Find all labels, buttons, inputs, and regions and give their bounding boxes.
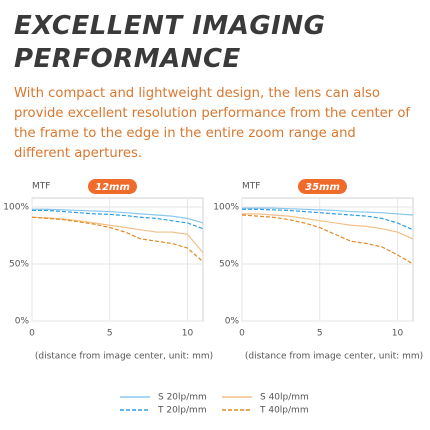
y-axis-label: MTF xyxy=(32,182,50,192)
x-tick-label: 5 xyxy=(317,329,323,339)
mtf-line xyxy=(31,216,204,253)
badge xyxy=(88,179,137,194)
legend-label: S 40lp/mm xyxy=(260,393,309,403)
y-tick-label: 50% xyxy=(219,260,239,270)
x-tick-label: 10 xyxy=(182,329,194,339)
x-tick-label: 0 xyxy=(239,329,245,339)
badge-label: 35mm xyxy=(305,182,340,193)
x-tick-label: 0 xyxy=(29,329,35,339)
y-tick-label: 100% xyxy=(3,203,29,213)
legend-label: T 40lp/mm xyxy=(259,406,309,416)
legend-label: T 20lp/mm xyxy=(157,406,207,416)
y-tick-label: 0% xyxy=(225,317,240,327)
y-tick-label: 100% xyxy=(213,203,239,213)
x-axis-label: (distance from image center, unit: mm) xyxy=(245,352,423,362)
mtf-line xyxy=(242,208,414,231)
mtf-line xyxy=(242,207,414,216)
x-tick-label: 10 xyxy=(392,329,404,339)
x-tick-label: 5 xyxy=(107,329,113,339)
mtf-line xyxy=(242,213,414,240)
badge-label: 12mm xyxy=(95,182,130,193)
badge xyxy=(298,179,347,194)
y-tick-label: 50% xyxy=(9,260,29,270)
page-title: EXCELLENT IMAGING PERFORMANCE xyxy=(14,11,326,74)
y-tick-label: 0% xyxy=(15,317,30,327)
mtf-line xyxy=(32,209,204,230)
description: With compact and lightweight design, the… xyxy=(14,86,411,161)
mtf-line xyxy=(32,208,204,224)
mtf-line xyxy=(31,216,204,263)
legend-label: S 20lp/mm xyxy=(158,393,207,403)
y-axis-label: MTF xyxy=(242,182,260,192)
x-axis-label: (distance from image center, unit: mm) xyxy=(35,352,213,362)
mtf-line xyxy=(241,214,414,265)
